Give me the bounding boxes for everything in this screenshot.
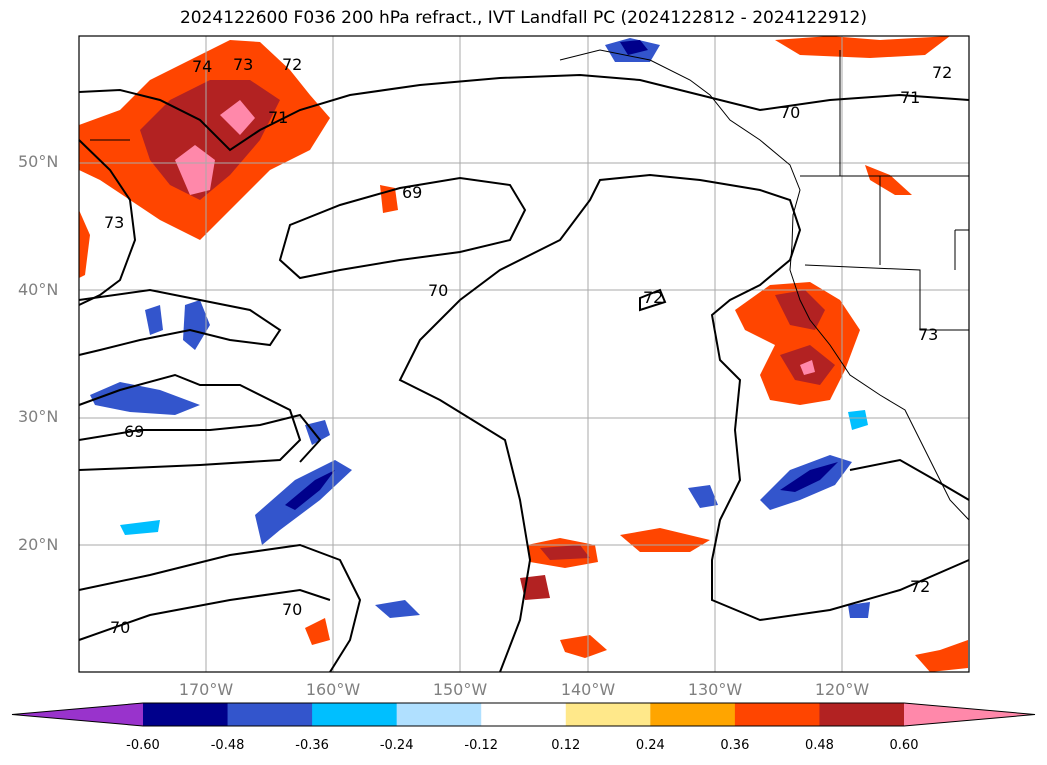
lon-tick-label: 150°W: [432, 680, 488, 699]
negative-anomaly-region: [375, 600, 420, 618]
positive-anomaly-region: [775, 36, 950, 58]
colorbar-tick-label: 0.48: [804, 738, 834, 753]
negative-anomaly-region: [848, 410, 868, 430]
lat-tick-label: 30°N: [18, 407, 59, 426]
contour-lines: [78, 73, 970, 673]
contour-label: 74: [192, 57, 212, 76]
negative-anomaly-core: [780, 462, 838, 492]
contour-label: 73: [104, 213, 124, 232]
lon-tick-label: 140°W: [560, 680, 616, 699]
map-title: 2024122600 F036 200 hPa refract., IVT La…: [179, 8, 867, 28]
positive-anomaly-region: [305, 618, 330, 645]
colorbar-tick-label: 0.24: [635, 738, 665, 753]
positive-anomaly-core: [775, 290, 825, 330]
colorbar-segment: [565, 703, 651, 726]
lon-tick-label: 160°W: [305, 680, 361, 699]
positive-anomaly-region: [865, 165, 912, 195]
positive-anomaly-region: [735, 282, 860, 405]
colorbar-extend-max: [904, 703, 1035, 726]
contour-label-group: 74 73 72 71 70 69 72 71 73 69 70 72 73 7…: [104, 55, 952, 637]
negative-anomaly-region: [183, 300, 210, 350]
negative-anomaly-region: [688, 485, 718, 508]
colorbar-segment: [650, 703, 736, 726]
positive-anomaly-peak: [220, 100, 255, 135]
positive-anomaly-core: [540, 545, 590, 560]
contour-label: 70: [428, 281, 448, 300]
contour-label: 72: [932, 63, 952, 82]
colorbar-tick-label: -0.36: [295, 738, 329, 753]
contour-label: 72: [910, 577, 930, 596]
colorbar-tick-label: -0.48: [210, 738, 245, 753]
colorbar-segment: [227, 703, 313, 726]
contour-label: 70: [282, 600, 302, 619]
colorbar-tick-label: -0.60: [126, 738, 160, 753]
lat-tick-label: 40°N: [18, 280, 59, 299]
map-panel: 74 73 72 71 70 69 72 71 73 69 70 72 73 7…: [78, 35, 970, 673]
lon-tick-label: 170°W: [178, 680, 234, 699]
negative-anomaly-core: [620, 40, 648, 55]
negative-anomaly-region: [145, 305, 163, 335]
colorbar-outline: [11, 702, 1036, 727]
positive-anomaly-region: [520, 575, 550, 600]
colorbar-extend-min: [12, 703, 143, 726]
gridlines: [79, 36, 969, 672]
colorbar-tick-label: 0.12: [551, 738, 581, 753]
colorbar-tick-label: 0.60: [889, 738, 919, 753]
lat-tick-label: 20°N: [18, 535, 59, 554]
negative-anomaly-region: [120, 520, 160, 535]
positive-anomaly-region: [560, 635, 607, 658]
contour-label: 70: [780, 103, 800, 122]
colorbar-segment: [481, 703, 567, 726]
shaded-anomaly-layer: [79, 36, 968, 672]
colorbar-segment: [396, 703, 482, 726]
contour-label: 72: [282, 55, 302, 74]
contour-label: 70: [110, 618, 130, 637]
lon-tick-label: 130°W: [687, 680, 743, 699]
map-frame: [78, 35, 970, 673]
negative-anomaly-region: [848, 602, 870, 618]
colorbar-segment: [819, 703, 905, 726]
positive-anomaly-region: [620, 528, 710, 552]
contour-label: 71: [268, 108, 288, 127]
colorbar-tick-label: 0.36: [720, 738, 750, 753]
colorbar-segment: [312, 703, 398, 726]
negative-anomaly-core: [285, 470, 335, 510]
positive-anomaly-peak: [800, 360, 815, 375]
positive-anomaly-peak: [175, 145, 215, 195]
contour-label: 71: [900, 88, 920, 107]
positive-anomaly-region: [79, 210, 90, 278]
colorbar-tick-label: -0.12: [464, 738, 499, 753]
contour-label: 72: [643, 288, 663, 307]
contour-label: 73: [918, 325, 938, 344]
contour-label: 73: [233, 55, 253, 74]
contour-label: 69: [124, 422, 144, 441]
colorbar-segment: [143, 703, 229, 726]
contour-label: 69: [402, 183, 422, 202]
colorbar-tick-label: -0.24: [379, 738, 414, 753]
colorbar: [11, 702, 1036, 727]
lat-tick-label: 50°N: [18, 152, 59, 171]
colorbar-segment: [734, 703, 820, 726]
positive-anomaly-region: [915, 640, 968, 672]
lon-tick-label: 120°W: [814, 680, 870, 699]
negative-anomaly-region: [305, 420, 330, 445]
